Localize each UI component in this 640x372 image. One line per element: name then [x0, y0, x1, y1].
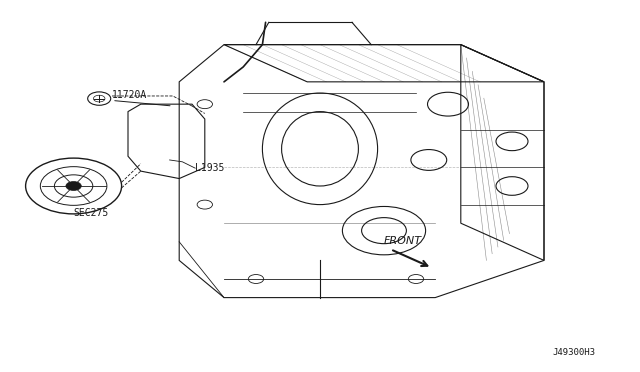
- Circle shape: [66, 182, 81, 190]
- Text: FRONT: FRONT: [384, 235, 422, 246]
- Text: SEC275: SEC275: [74, 208, 109, 218]
- Text: J49300H3: J49300H3: [552, 348, 595, 357]
- Text: 11720A: 11720A: [112, 90, 147, 100]
- Text: L1935: L1935: [195, 163, 225, 173]
